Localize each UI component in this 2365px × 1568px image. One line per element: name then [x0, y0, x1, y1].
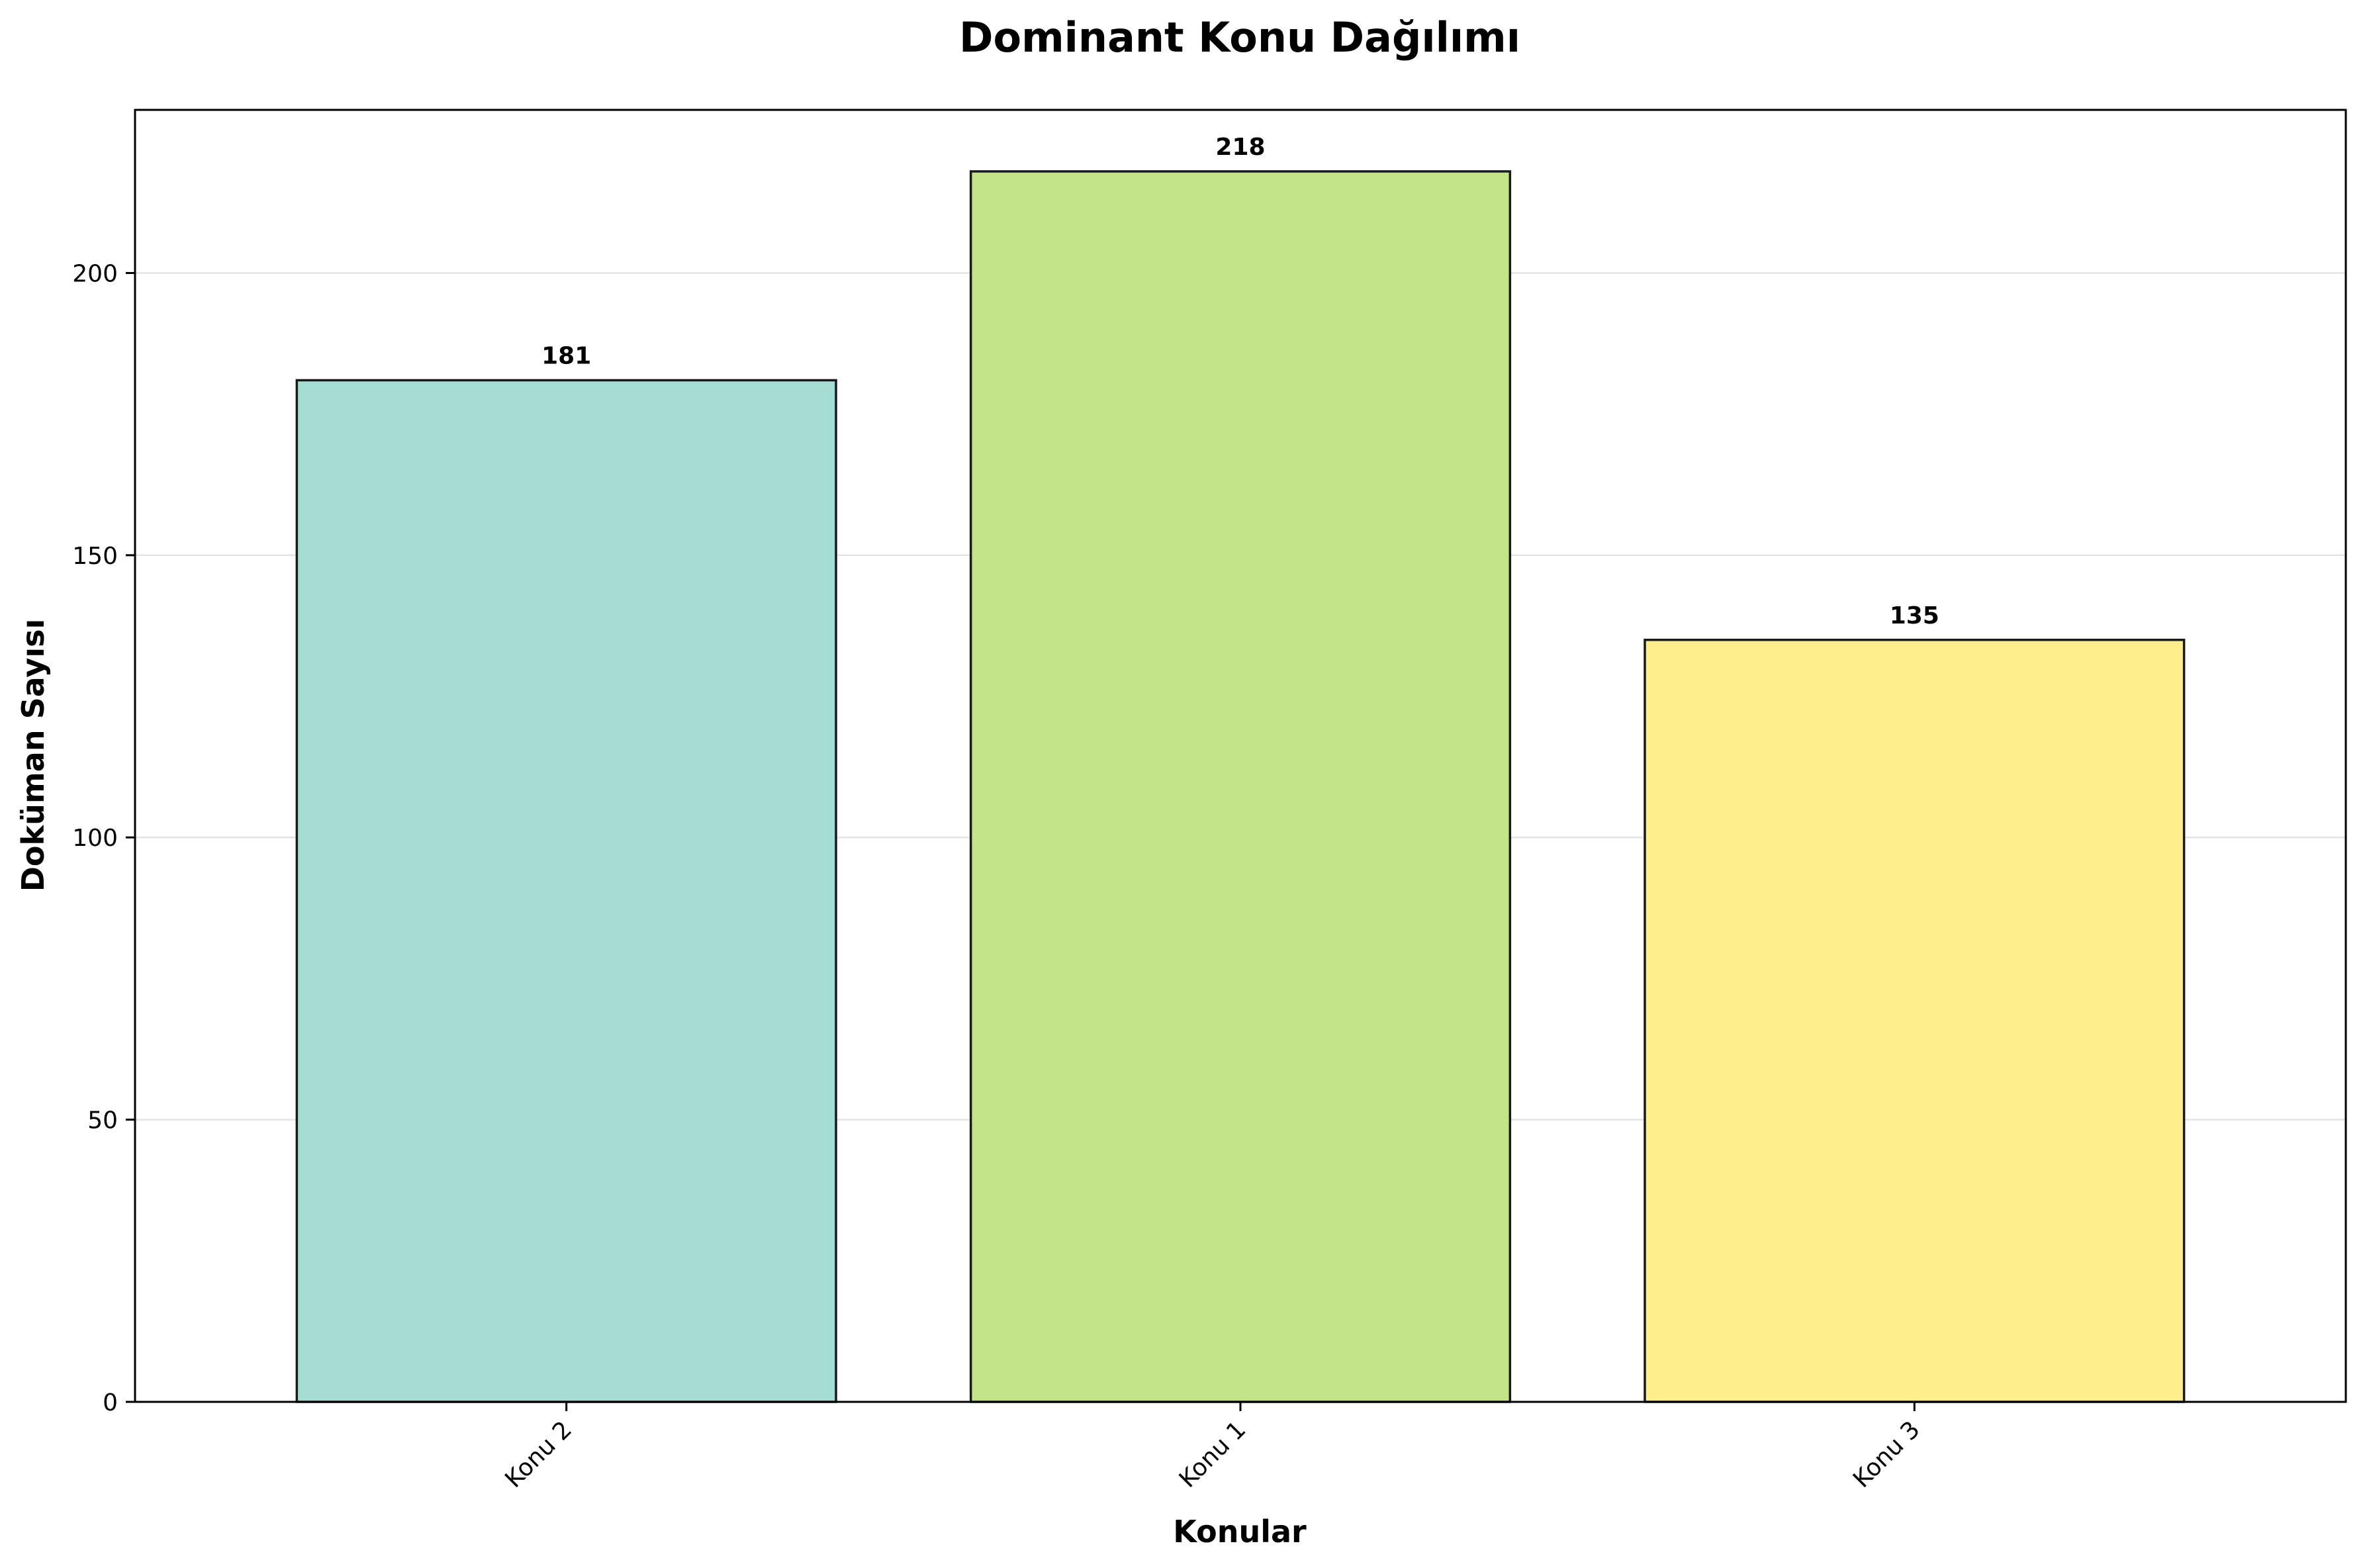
bar [1644, 639, 2186, 1403]
y-axis-label: Doküman Sayısı [15, 619, 51, 892]
bar-value-label: 218 [1215, 134, 1265, 161]
y-tick-label: 200 [72, 260, 118, 287]
x-axis-label: Konular [1173, 1514, 1307, 1549]
y-tick-label: 50 [87, 1107, 118, 1134]
value-labels: 181 218 135 [541, 134, 1939, 629]
y-axis-ticks: 0 50 100 150 200 [72, 260, 135, 1416]
bar [969, 170, 1512, 1403]
bar-value-label: 135 [1890, 602, 1939, 629]
bar [295, 379, 837, 1403]
chart-title: Dominant Konu Dağılımı [959, 13, 1520, 62]
y-tick-label: 150 [72, 543, 118, 570]
bar-value-label: 181 [541, 342, 591, 369]
y-tick-label: 100 [72, 825, 118, 852]
y-tick-label: 0 [103, 1389, 118, 1416]
bars [295, 170, 2186, 1403]
